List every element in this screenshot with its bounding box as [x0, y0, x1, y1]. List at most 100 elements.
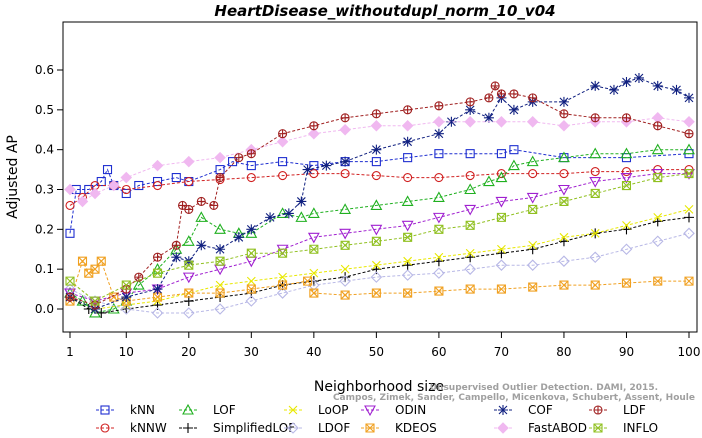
data-point — [590, 80, 601, 91]
data-point — [321, 160, 332, 171]
data-point — [303, 276, 313, 286]
legend-label: LOF — [213, 403, 236, 417]
chart-legend: kNN kNNW LOF SimplifiedLOF LoOP LDOF ODIN KDEOS… — [96, 403, 658, 435]
data-point — [121, 188, 131, 199]
legend-label: kNNW — [130, 421, 167, 434]
data-point — [509, 89, 519, 99]
data-point — [465, 220, 475, 230]
x-tick-label: 20 — [181, 345, 196, 359]
data-point — [496, 212, 506, 222]
data-point — [309, 268, 319, 278]
data-point — [183, 423, 193, 433]
data-point — [589, 176, 602, 188]
data-point — [184, 176, 194, 187]
data-point — [401, 269, 414, 281]
data-point — [559, 109, 569, 119]
series-line-ldf — [69, 84, 690, 306]
data-point — [120, 303, 133, 315]
data-point — [465, 97, 475, 107]
y-tick-label: 0.6 — [35, 63, 54, 77]
data-point — [495, 196, 508, 208]
data-point — [590, 167, 600, 177]
data-point — [96, 307, 107, 318]
data-point — [308, 127, 320, 140]
data-point — [497, 422, 509, 434]
y-tick-label: 0.3 — [35, 183, 54, 197]
data-point — [434, 101, 444, 111]
data-point — [590, 280, 600, 290]
data-point — [528, 93, 538, 103]
data-point — [233, 232, 244, 243]
data-point — [526, 192, 539, 204]
data-point — [215, 288, 225, 298]
data-point — [246, 284, 256, 294]
series-line-kdeos — [69, 259, 689, 302]
data-point — [403, 232, 413, 242]
data-point — [152, 284, 163, 295]
data-point — [558, 119, 570, 132]
x-axis-label: Neighborhood size — [314, 379, 444, 395]
data-point — [215, 173, 225, 183]
data-point — [621, 278, 632, 288]
data-point — [593, 405, 603, 415]
data-point — [620, 243, 633, 256]
data-point — [683, 143, 695, 155]
data-point — [340, 290, 350, 300]
data-point — [364, 405, 376, 417]
data-point — [183, 155, 195, 168]
legend-label: COF — [528, 403, 553, 417]
data-point — [497, 244, 506, 254]
chart-title: HeartDisease_withoutdupl_norm_10_v04 — [214, 2, 555, 20]
legend-item-ldf: LDF — [589, 403, 646, 417]
data-point — [76, 195, 89, 208]
data-point — [288, 405, 298, 415]
data-point — [653, 173, 663, 183]
data-point — [526, 116, 539, 128]
data-point — [371, 288, 381, 298]
data-point — [339, 203, 352, 214]
data-point — [432, 191, 445, 203]
data-point — [339, 123, 351, 136]
data-point — [490, 81, 500, 91]
data-point — [401, 195, 414, 207]
data-point — [84, 184, 94, 195]
data-point — [559, 280, 569, 290]
data-point — [684, 276, 694, 286]
data-point — [608, 84, 619, 95]
data-point — [107, 179, 120, 192]
legend-label: ODIN — [395, 403, 426, 417]
data-point — [371, 109, 381, 119]
data-point — [483, 112, 494, 123]
series-line-cof — [69, 77, 690, 310]
data-point — [183, 296, 194, 307]
legend-item-kdeos: KDEOS — [361, 421, 437, 435]
data-point — [184, 204, 194, 214]
data-point — [77, 256, 88, 266]
data-point — [465, 284, 475, 294]
data-point — [465, 104, 476, 115]
legend-item-odin: ODIN — [361, 403, 426, 417]
data-point — [278, 157, 288, 167]
series-knnw — [65, 165, 694, 210]
data-point — [528, 169, 538, 179]
data-point — [526, 155, 539, 167]
data-point — [339, 275, 351, 287]
data-point — [184, 288, 194, 298]
data-point — [401, 119, 414, 132]
data-point — [309, 288, 319, 298]
data-point — [182, 235, 195, 246]
data-point — [496, 284, 506, 294]
data-point — [134, 272, 144, 282]
data-point — [182, 272, 195, 284]
data-point — [287, 422, 299, 434]
legend-item-simplifiedlof: SimplifiedLOF — [179, 421, 295, 435]
legend-item-lof: LOF — [179, 403, 236, 417]
data-point — [652, 80, 663, 91]
x-tick-label: 50 — [369, 345, 384, 359]
x-tick-label: 10 — [119, 345, 134, 359]
x-tick-label: 40 — [306, 345, 321, 359]
legend-label: FastABOD — [528, 421, 587, 434]
x-tick-label: 80 — [556, 345, 571, 359]
data-point — [464, 263, 476, 275]
